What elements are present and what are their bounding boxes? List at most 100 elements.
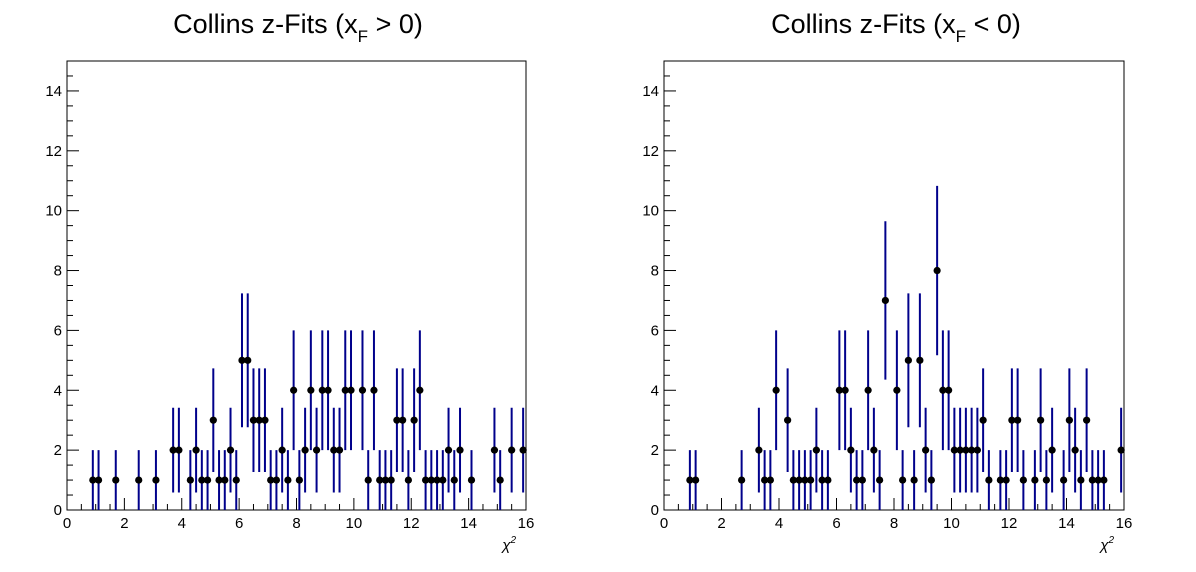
plot-frame bbox=[663, 60, 1125, 511]
x-tick-label: 8 bbox=[890, 515, 898, 532]
data-point bbox=[496, 476, 504, 484]
y-tick-label: 12 bbox=[642, 143, 659, 160]
data-point bbox=[939, 386, 947, 394]
data-point bbox=[186, 476, 194, 484]
data-point bbox=[864, 386, 872, 394]
data-point bbox=[427, 476, 435, 484]
data-point bbox=[175, 446, 183, 454]
data-point bbox=[807, 476, 815, 484]
data-point bbox=[996, 476, 1004, 484]
data-point bbox=[1065, 416, 1073, 424]
data-point bbox=[766, 476, 774, 484]
data-point bbox=[490, 446, 499, 454]
data-point bbox=[404, 476, 412, 484]
data-point bbox=[376, 476, 384, 484]
data-point bbox=[893, 386, 901, 394]
data-point bbox=[858, 476, 866, 484]
data-point bbox=[232, 476, 240, 484]
data-point bbox=[985, 476, 993, 484]
chart-title-suffix: > 0) bbox=[368, 9, 423, 39]
chart-title-subscript: F bbox=[956, 27, 966, 46]
data-point bbox=[255, 416, 263, 424]
x-tick-label: 14 bbox=[1058, 515, 1075, 532]
data-point bbox=[290, 386, 298, 394]
data-point bbox=[152, 476, 160, 484]
data-point bbox=[284, 476, 292, 484]
y-tick-label: 10 bbox=[45, 203, 62, 220]
y-tick-label: 0 bbox=[54, 502, 62, 519]
data-point bbox=[761, 476, 769, 484]
x-tick-label: 6 bbox=[235, 515, 243, 532]
data-point bbox=[169, 446, 177, 454]
data-point bbox=[1077, 476, 1085, 484]
data-point bbox=[933, 266, 941, 275]
data-point bbox=[835, 386, 843, 394]
data-point bbox=[410, 416, 418, 424]
data-point bbox=[393, 416, 401, 424]
data-point bbox=[519, 446, 527, 454]
data-point bbox=[1117, 446, 1125, 454]
data-point bbox=[335, 446, 344, 454]
x-tick-label: 10 bbox=[943, 515, 960, 532]
x-tick-label: 2 bbox=[717, 515, 725, 532]
y-tick-label: 12 bbox=[45, 143, 62, 160]
data-point bbox=[692, 476, 700, 484]
x-axis-label: χ2 bbox=[1098, 535, 1114, 554]
x-tick-label: 16 bbox=[1116, 515, 1133, 532]
data-point bbox=[876, 476, 884, 484]
data-point bbox=[916, 356, 924, 364]
x-axis-label-superscript: 2 bbox=[509, 535, 516, 546]
data-point bbox=[1094, 476, 1102, 484]
data-point bbox=[209, 416, 217, 424]
y-tick-label: 2 bbox=[651, 442, 659, 459]
data-point bbox=[870, 446, 878, 454]
data-point bbox=[1037, 416, 1045, 424]
data-point bbox=[89, 476, 97, 484]
data-point bbox=[755, 446, 763, 454]
data-point bbox=[203, 476, 212, 484]
data-point bbox=[789, 476, 797, 484]
y-tick-label: 2 bbox=[54, 442, 62, 459]
data-point bbox=[968, 446, 976, 454]
data-point bbox=[795, 476, 803, 484]
data-point bbox=[1002, 476, 1010, 484]
data-point bbox=[973, 446, 981, 454]
data-point bbox=[433, 476, 441, 484]
data-point bbox=[358, 386, 367, 394]
data-point bbox=[364, 476, 372, 484]
chart-panel-1: Collins z-Fits (xF > 0) 0 2 4 6 8 10 12 14 16 0 2 4 6… bbox=[45, 9, 534, 554]
x-tick-label: 2 bbox=[120, 515, 128, 532]
data-point bbox=[922, 446, 930, 454]
data-point bbox=[347, 386, 355, 394]
data-point bbox=[307, 386, 315, 394]
data-point bbox=[910, 476, 918, 484]
data-point bbox=[738, 476, 746, 484]
x-tick-label: 6 bbox=[832, 515, 840, 532]
data-point bbox=[1048, 446, 1056, 454]
chart-title: Collins z-Fits (xF < 0) bbox=[771, 9, 1021, 46]
data-point bbox=[370, 386, 378, 394]
y-tick-label: 4 bbox=[651, 382, 659, 399]
data-point bbox=[456, 446, 464, 454]
y-tick-label: 8 bbox=[54, 263, 62, 280]
data-point bbox=[295, 476, 303, 484]
data-point bbox=[962, 446, 970, 454]
data-point bbox=[904, 356, 912, 364]
data-point bbox=[330, 446, 338, 454]
y-tick-label: 8 bbox=[651, 263, 659, 280]
data-point bbox=[244, 356, 252, 364]
plot-frame bbox=[66, 60, 527, 511]
data-point bbox=[801, 476, 809, 484]
data-point bbox=[899, 476, 907, 484]
data-point bbox=[1031, 476, 1039, 484]
x-axis-label: χ2 bbox=[500, 535, 516, 554]
data-point bbox=[979, 416, 987, 424]
y-tick-label: 14 bbox=[45, 83, 62, 100]
data-point bbox=[467, 476, 476, 484]
data-point bbox=[416, 386, 424, 394]
data-point bbox=[945, 386, 953, 394]
data-point bbox=[1083, 416, 1091, 424]
data-point bbox=[198, 476, 206, 484]
data-point bbox=[1071, 446, 1079, 454]
